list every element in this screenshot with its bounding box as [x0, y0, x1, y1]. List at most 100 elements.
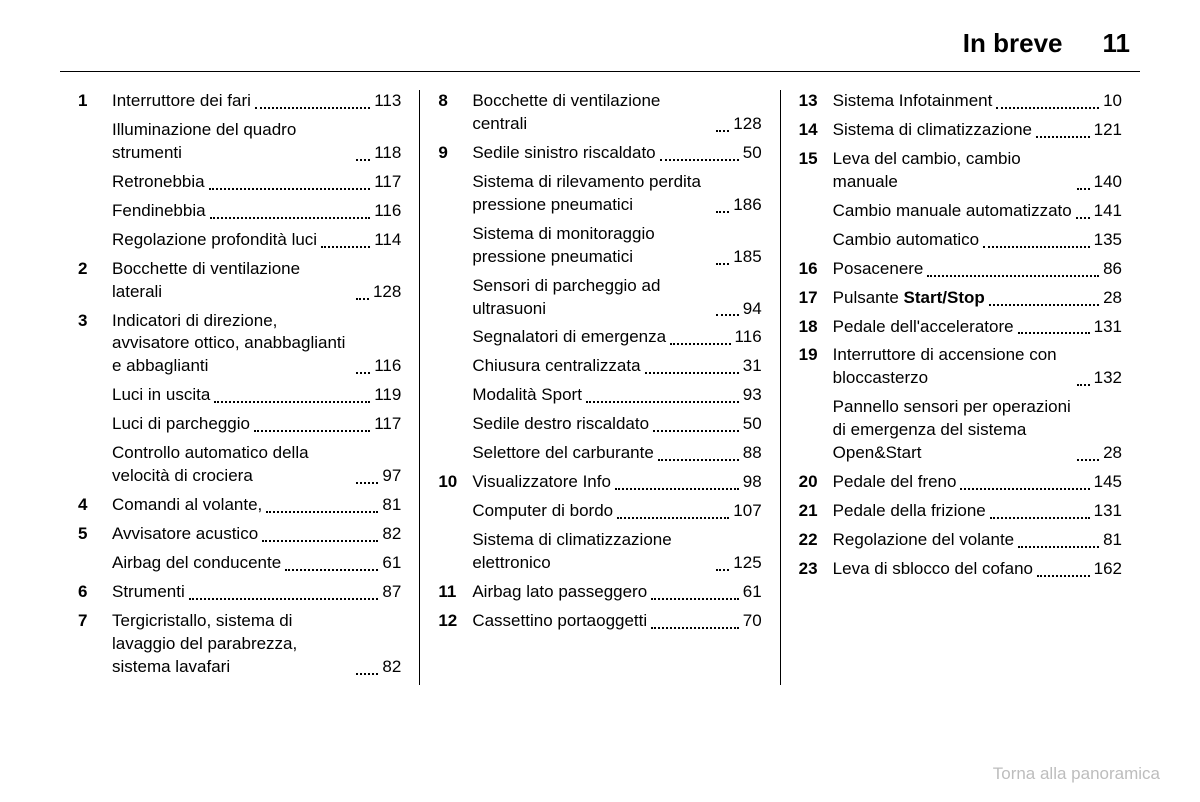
toc-entry[interactable]: 0Cambio automatico135: [799, 229, 1122, 252]
toc-entry[interactable]: 23Leva di sblocco del cofano162: [799, 558, 1122, 581]
toc-entry[interactable]: 0Illuminazione del quadro strumenti118: [78, 119, 401, 165]
toc-entry[interactable]: 2Bocchette di ventilazione laterali128: [78, 258, 401, 304]
toc-dot-leader: [716, 115, 729, 132]
toc-entry-body: Sistema di monitoraggio pressione pneuma…: [472, 223, 761, 269]
toc-entry-body: Bocchette di ventilazione centrali128: [472, 90, 761, 136]
toc-entry-number: 2: [78, 258, 112, 281]
toc-entry[interactable]: 9Sedile sinistro riscaldato50: [438, 142, 761, 165]
toc-entry[interactable]: 0Luci di parcheggio117: [78, 413, 401, 436]
toc-entry-number: 14: [799, 119, 833, 142]
toc-entry-page: 118: [374, 142, 401, 165]
toc-entry[interactable]: 1Interruttore dei fari113: [78, 90, 401, 113]
toc-entry-body: Chiusura centralizzata31: [472, 355, 761, 378]
toc-entry-text: Chiusura centralizzata: [472, 355, 640, 378]
toc-dot-leader: [658, 444, 739, 461]
toc-entry[interactable]: 21Pedale della frizione131: [799, 500, 1122, 523]
toc-entry-text: Sistema di climatizzazione: [833, 119, 1032, 142]
toc-dot-leader: [262, 525, 378, 542]
toc-entry[interactable]: 0Cambio manuale automatizzato141: [799, 200, 1122, 223]
toc-entry[interactable]: 8Bocchette di ventilazione centrali128: [438, 90, 761, 136]
toc-entry[interactable]: 0Segnalatori di emergenza116: [438, 326, 761, 349]
toc-entry[interactable]: 0Regolazione profondità luci114: [78, 229, 401, 252]
toc-entry[interactable]: 16Posacenere86: [799, 258, 1122, 281]
toc-entry-body: Luci di parcheggio117: [112, 413, 401, 436]
toc-entry[interactable]: 0Sistema di monitoraggio pressione pneum…: [438, 223, 761, 269]
toc-entry-text: Tergicristallo, sistema di lavaggio del …: [112, 610, 352, 679]
toc-dot-leader: [716, 248, 729, 265]
toc-dot-leader: [586, 386, 739, 403]
toc-dot-leader: [617, 502, 729, 519]
toc-entry[interactable]: 10Visualizzatore Info98: [438, 471, 761, 494]
toc-entry[interactable]: 4Comandi al volante,81: [78, 494, 401, 517]
toc-entry[interactable]: 22Regolazione del volante81: [799, 529, 1122, 552]
toc-entry-page: 131: [1094, 500, 1122, 523]
toc-entry[interactable]: 0Airbag del conducente61: [78, 552, 401, 575]
toc-entry[interactable]: 13Sistema Infotainment10: [799, 90, 1122, 113]
toc-entry-text: Pedale dell'acceleratore: [833, 316, 1014, 339]
toc-entry[interactable]: 0Pannello sensori per operazioni di emer…: [799, 396, 1122, 465]
toc-entry[interactable]: 0Modalità Sport93: [438, 384, 761, 407]
toc-entry[interactable]: 0Computer di bordo107: [438, 500, 761, 523]
toc-entry-page: 88: [743, 442, 762, 465]
toc-entry[interactable]: 5Avvisatore acustico82: [78, 523, 401, 546]
toc-entry[interactable]: 15Leva del cambio, cambio manuale140: [799, 148, 1122, 194]
toc-entry[interactable]: 7Tergicristallo, sistema di lavaggio del…: [78, 610, 401, 679]
toc-entry[interactable]: 0Selettore del carburante88: [438, 442, 761, 465]
toc-entry-page: 186: [733, 194, 761, 217]
toc-entry-body: Sedile sinistro riscaldato50: [472, 142, 761, 165]
toc-entry[interactable]: 0Sistema di rilevamento perdita pression…: [438, 171, 761, 217]
toc-entry-number: 5: [78, 523, 112, 546]
toc-entry[interactable]: 0Retronebbia117: [78, 171, 401, 194]
toc-entry-page: 50: [743, 413, 762, 436]
toc-entry-page: 132: [1094, 367, 1122, 390]
toc-entry[interactable]: 0Sensori di parcheggio ad ultrasuoni94: [438, 275, 761, 321]
toc-entry[interactable]: 0Sistema di climatizzazione elettronico1…: [438, 529, 761, 575]
toc-entry-page: 97: [382, 465, 401, 488]
toc-entry-body: Modalità Sport93: [472, 384, 761, 407]
toc-entry-page: 116: [735, 326, 762, 349]
toc-entry[interactable]: 0Fendinebbia116: [78, 200, 401, 223]
toc-entry-body: Luci in uscita119: [112, 384, 401, 407]
toc-entry[interactable]: 14Sistema di climatizzazione121: [799, 119, 1122, 142]
toc-entry[interactable]: 20Pedale del freno145: [799, 471, 1122, 494]
toc-entry[interactable]: 18Pedale dell'acceleratore131: [799, 316, 1122, 339]
toc-entry[interactable]: 6Strumenti87: [78, 581, 401, 604]
toc-entry-body: Pannello sensori per operazioni di emerg…: [833, 396, 1122, 465]
toc-entry-text: Retronebbia: [112, 171, 205, 194]
toc-entry[interactable]: 12Cassettino portaoggetti70: [438, 610, 761, 633]
page-number: 11: [1103, 28, 1131, 59]
toc-entry-text: Bocchette di ventilazione laterali: [112, 258, 352, 304]
toc-dot-leader: [1018, 531, 1099, 548]
toc-dot-leader: [927, 260, 1099, 277]
toc-entry[interactable]: 0Chiusura centralizzata31: [438, 355, 761, 378]
toc-entry-body: Pedale della frizione131: [833, 500, 1122, 523]
toc-dot-leader: [356, 283, 369, 300]
toc-entry-page: 141: [1094, 200, 1122, 223]
toc-dot-leader: [670, 328, 730, 345]
toc-entry-text: Sistema di rilevamento perdita pressione…: [472, 171, 712, 217]
toc-entry-page: 107: [733, 500, 761, 523]
toc-entry[interactable]: 19Interruttore di accensione con bloccas…: [799, 344, 1122, 390]
toc-dot-leader: [214, 386, 370, 403]
toc-dot-leader: [321, 231, 370, 248]
toc-entry-page: 125: [733, 552, 761, 575]
toc-entry[interactable]: 17Pulsante Start/Stop28: [799, 287, 1122, 310]
toc-entry[interactable]: 0Sedile destro riscaldato50: [438, 413, 761, 436]
toc-entry-page: 116: [374, 200, 401, 223]
toc-entry-body: Sensori di parcheggio ad ultrasuoni94: [472, 275, 761, 321]
toc-entry-page: 119: [374, 384, 401, 407]
toc-entry[interactable]: 0Controllo automatico della velocità di …: [78, 442, 401, 488]
page-header: In breve 11: [60, 28, 1140, 72]
toc-entry[interactable]: 11Airbag lato passeggero61: [438, 581, 761, 604]
toc-entry[interactable]: 3Indicatori di direzione, avvisatore ott…: [78, 310, 401, 379]
toc-entry-text: Cambio manuale automatizzato: [833, 200, 1072, 223]
toc-dot-leader: [716, 196, 729, 213]
toc-dot-leader: [660, 144, 739, 161]
toc-dot-leader: [990, 502, 1090, 519]
back-to-overview-link[interactable]: Torna alla panoramica: [993, 764, 1160, 784]
toc-entry-text: Leva del cambio, cambio manuale: [833, 148, 1073, 194]
toc-entry-page: 117: [374, 171, 401, 194]
toc-entry-body: Cambio automatico135: [833, 229, 1122, 252]
toc-dot-leader: [356, 144, 370, 161]
toc-entry[interactable]: 0Luci in uscita119: [78, 384, 401, 407]
